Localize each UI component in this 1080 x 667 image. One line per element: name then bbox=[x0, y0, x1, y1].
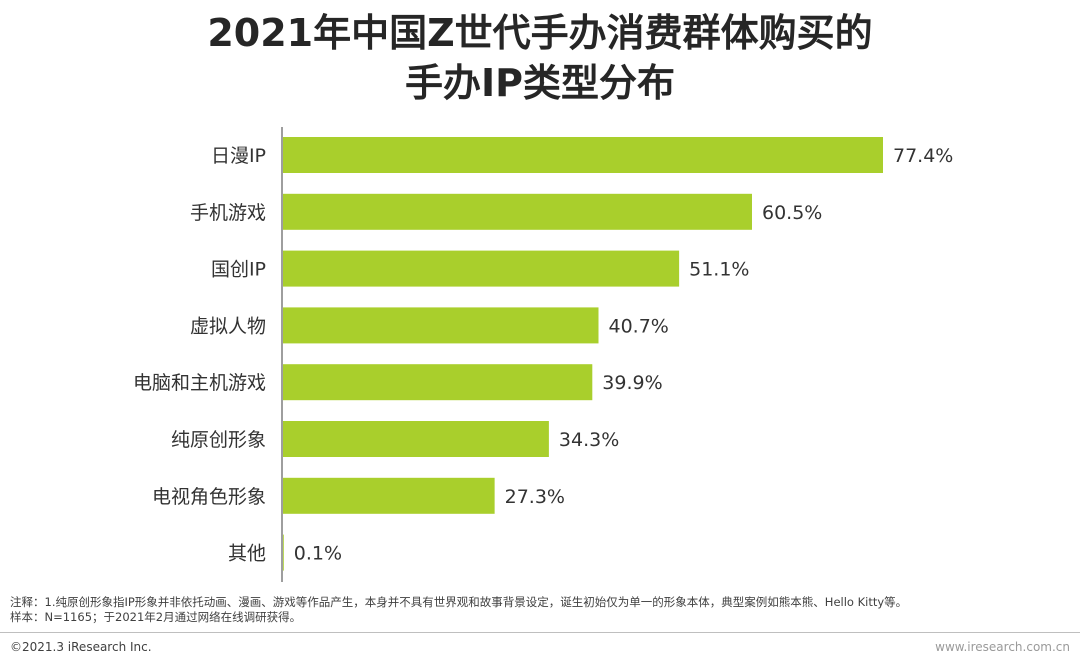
bar bbox=[283, 364, 593, 401]
category-label: 电视角色形象 bbox=[152, 486, 266, 508]
bar bbox=[283, 477, 495, 514]
value-label: 39.9% bbox=[602, 372, 662, 394]
bar bbox=[283, 307, 599, 344]
value-label: 51.1% bbox=[689, 259, 749, 281]
bar bbox=[283, 137, 883, 173]
bar bbox=[283, 193, 752, 230]
footer-website: www.iresearch.com.cn bbox=[935, 640, 1070, 654]
value-label: 34.3% bbox=[559, 429, 619, 451]
category-label: 国创IP bbox=[211, 259, 266, 281]
category-label: 手机游戏 bbox=[190, 202, 266, 224]
footer-copyright: ©2021.3 iResearch Inc. bbox=[10, 640, 152, 654]
notes: 注释：1.纯原创形象指IP形象并非依托动画、漫画、游戏等作品产生，本身并不具有世… bbox=[10, 595, 1070, 625]
value-label: 60.5% bbox=[762, 202, 822, 224]
category-label: 虚拟人物 bbox=[190, 315, 266, 337]
category-label: 日漫IP bbox=[211, 145, 266, 167]
footer-divider bbox=[0, 632, 1080, 633]
category-label: 纯原创形象 bbox=[171, 429, 266, 451]
value-label: 77.4% bbox=[893, 145, 953, 167]
chart-title: 2021年中国Z世代手办消费群体购买的 手办IP类型分布 bbox=[0, 8, 1080, 108]
category-label: 电脑和主机游戏 bbox=[133, 372, 266, 394]
bar bbox=[283, 250, 680, 287]
bar-chart: 日漫IP 77.4% 手机游戏 60.5% 国创IP 51.1% 虚拟人物 40.7% 电脑和主… bbox=[133, 127, 953, 582]
value-label: 27.3% bbox=[505, 486, 565, 508]
title-line-1: 2021年中国Z世代手办消费群体购买的 bbox=[207, 11, 873, 55]
bar bbox=[283, 421, 549, 457]
category-label: 其他 bbox=[228, 543, 266, 565]
bar bbox=[283, 534, 284, 571]
title-line-2: 手办IP类型分布 bbox=[405, 61, 675, 105]
value-label: 0.1% bbox=[294, 543, 342, 565]
value-label: 40.7% bbox=[609, 315, 669, 337]
notes-line-1: 注释：1.纯原创形象指IP形象并非依托动画、漫画、游戏等作品产生，本身并不具有世… bbox=[10, 595, 908, 609]
notes-line-2: 样本：N=1165；于2021年2月通过网络在线调研获得。 bbox=[10, 610, 302, 624]
